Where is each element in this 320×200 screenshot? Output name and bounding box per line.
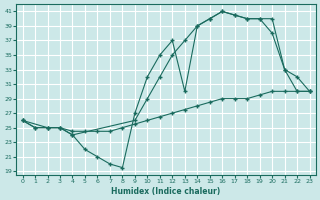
X-axis label: Humidex (Indice chaleur): Humidex (Indice chaleur) (111, 187, 221, 196)
